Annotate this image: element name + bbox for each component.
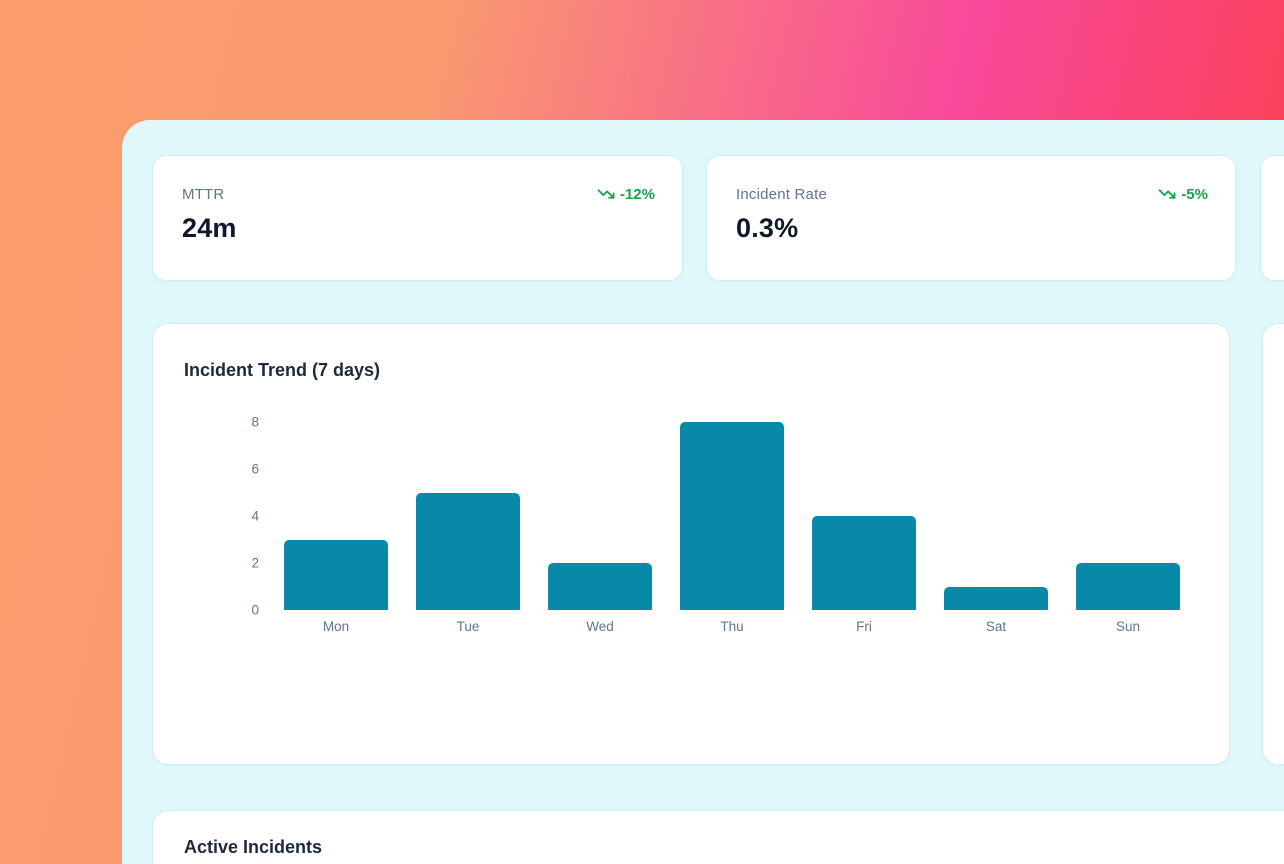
bar-chart: 0 2 4 6 8 Mon Tue Wed Thu Fri Sat Sun bbox=[153, 324, 1231, 766]
trend-badge: -5% bbox=[1158, 185, 1208, 203]
stat-value: 24m bbox=[182, 213, 237, 243]
trend-value: -12% bbox=[619, 185, 655, 203]
chart-bar-mon bbox=[284, 539, 388, 610]
chart-slot: Sun bbox=[1062, 324, 1194, 640]
y-axis-tick-label: 2 bbox=[251, 555, 259, 571]
chart-slot: Sat bbox=[930, 324, 1062, 640]
trend-badge: -12% bbox=[597, 185, 655, 203]
stat-card-partial bbox=[1260, 155, 1284, 281]
chart-bar-thu bbox=[680, 422, 784, 610]
chart-slot: Wed bbox=[534, 324, 666, 640]
x-axis-category-label: Thu bbox=[720, 619, 744, 634]
x-axis-category-label: Wed bbox=[586, 619, 614, 634]
trend-value: -5% bbox=[1181, 185, 1208, 203]
stat-card-incident-rate: Incident Rate -5% 0.3% bbox=[706, 155, 1236, 281]
chart-slot: Mon bbox=[270, 324, 402, 640]
trending-down-icon bbox=[1158, 185, 1176, 203]
y-axis-tick-label: 8 bbox=[251, 414, 259, 430]
x-axis-category-label: Sat bbox=[985, 619, 1007, 634]
bar-zone bbox=[1062, 324, 1194, 610]
chart-plot-area: Mon Tue Wed Thu Fri Sat Sun bbox=[270, 324, 1194, 640]
side-card-partial bbox=[1262, 323, 1284, 765]
chart-bar-wed bbox=[548, 563, 652, 610]
bar-zone bbox=[534, 324, 666, 610]
stat-label: Incident Rate bbox=[736, 185, 827, 203]
chart-bar-fri bbox=[812, 516, 916, 610]
chart-bar-sat bbox=[944, 586, 1048, 610]
bar-zone bbox=[930, 324, 1062, 610]
chart-title: Incident Trend (7 days) bbox=[184, 360, 381, 380]
y-axis-tick-label: 0 bbox=[251, 602, 259, 618]
bar-zone bbox=[402, 324, 534, 610]
x-axis-category-label: Tue bbox=[456, 619, 480, 634]
x-axis-category-label: Mon bbox=[322, 619, 350, 634]
stat-card-mttr: MTTR -12% 24m bbox=[152, 155, 683, 281]
bar-zone bbox=[798, 324, 930, 610]
stat-value: 0.3% bbox=[736, 213, 799, 243]
active-incidents-title: Active Incidents bbox=[184, 837, 323, 857]
y-axis-tick-label: 4 bbox=[251, 508, 259, 524]
stat-label: MTTR bbox=[182, 185, 225, 203]
y-axis-tick-label: 6 bbox=[251, 461, 259, 477]
chart-slot: Fri bbox=[798, 324, 930, 640]
bar-zone bbox=[270, 324, 402, 610]
x-axis-category-label: Fri bbox=[856, 619, 872, 634]
chart-card: Incident Trend (7 days) 0 2 4 6 8 Mon Tue Wed Th… bbox=[152, 323, 1230, 765]
chart-slot: Tue bbox=[402, 324, 534, 640]
trending-down-icon bbox=[597, 185, 615, 203]
x-axis-category-label: Sun bbox=[1115, 619, 1141, 634]
active-incidents-card: Active Incidents bbox=[152, 810, 1284, 864]
chart-bar-tue bbox=[416, 492, 520, 610]
bar-zone bbox=[666, 324, 798, 610]
chart-slot: Thu bbox=[666, 324, 798, 640]
chart-bar-sun bbox=[1076, 563, 1180, 610]
